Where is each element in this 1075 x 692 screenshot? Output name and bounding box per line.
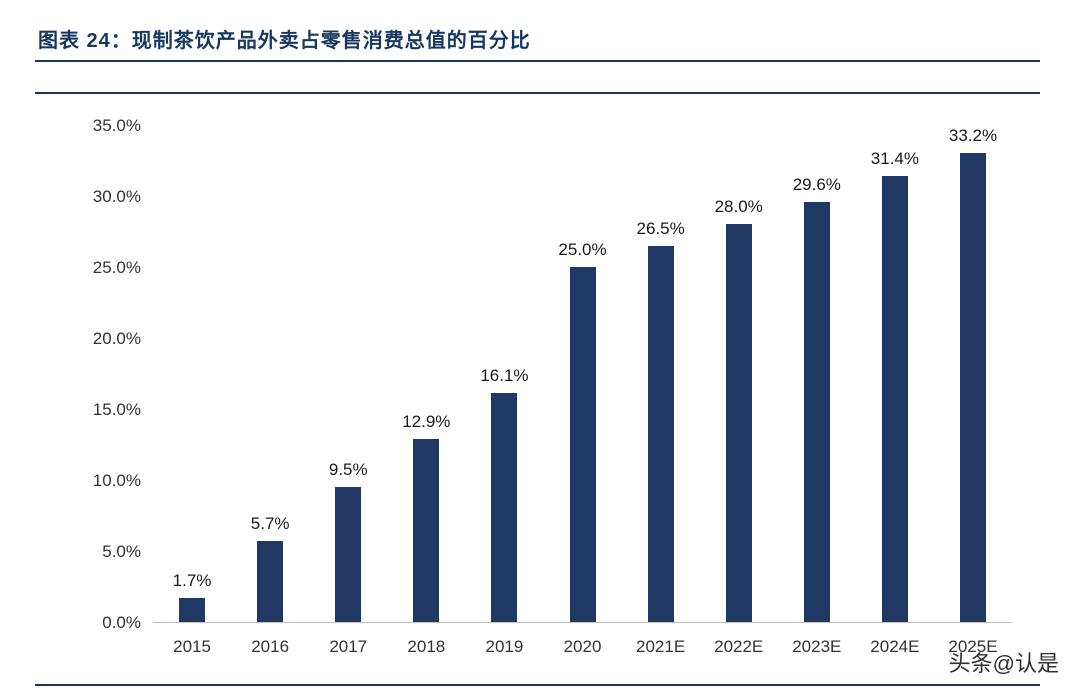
y-tick-label: 35.0% bbox=[92, 116, 141, 135]
bar-group: 26.5% bbox=[622, 126, 700, 622]
x-axis-label: 2021E bbox=[636, 637, 686, 656]
bar-value-label: 33.2% bbox=[948, 126, 998, 145]
bar bbox=[179, 597, 206, 622]
x-axis-label: 2016 bbox=[251, 637, 290, 656]
x-axis-label: 2018 bbox=[407, 637, 446, 656]
bar-value-label: 25.0% bbox=[558, 240, 607, 259]
bar-chart: 0.0% 5.0% 10.0% 15.0% 20.0% 25.0% 30.0% 35.0% 1… bbox=[35, 116, 1040, 632]
x-axis: 2015 2016 2017 2018 2019 2020 2021E 2022E 2023E 2… bbox=[153, 637, 1012, 657]
x-axis-label: 2025E bbox=[948, 637, 998, 656]
bar bbox=[647, 245, 674, 622]
bar-group: 5.7% bbox=[231, 126, 309, 622]
bar-value-label: 9.5% bbox=[328, 460, 368, 480]
bar bbox=[569, 267, 596, 622]
bar-value-label: 5.7% bbox=[250, 514, 290, 534]
x-axis-label: 2017 bbox=[329, 637, 368, 656]
bar bbox=[257, 541, 284, 622]
title-divider bbox=[35, 60, 1040, 62]
y-tick-label: 10.0% bbox=[92, 471, 141, 490]
chart-title: 图表 24：现制茶饮产品外卖占零售消费总值的百分比 bbox=[38, 30, 531, 52]
watermark: 头条@认是 bbox=[948, 651, 1059, 676]
y-tick-label: 15.0% bbox=[92, 400, 141, 419]
bar bbox=[881, 176, 908, 622]
bar-value-label: 1.7% bbox=[172, 570, 212, 590]
bar-group: 9.5% bbox=[309, 126, 387, 622]
x-axis-label: 2022E bbox=[714, 637, 764, 656]
bar bbox=[803, 201, 830, 622]
bar bbox=[413, 438, 440, 622]
y-tick-label: 30.0% bbox=[92, 187, 141, 206]
bar bbox=[335, 487, 362, 622]
bar bbox=[725, 224, 752, 622]
bar-group: 25.0% bbox=[543, 126, 621, 622]
y-tick-label: 0.0% bbox=[102, 613, 141, 632]
bar bbox=[491, 393, 518, 622]
y-tick-label: 25.0% bbox=[92, 258, 141, 277]
x-axis-label: 2020 bbox=[563, 637, 602, 656]
plot-area: 1.7% 5.7% 9.5% 12.9% 16.1% 25.0% 26.5% 28.0% 29.… bbox=[153, 126, 1012, 623]
chart-frame: 0.0% 5.0% 10.0% 15.0% 20.0% 25.0% 30.0% 35.0% 1… bbox=[35, 92, 1040, 686]
x-axis-label: 2024E bbox=[870, 637, 920, 656]
x-axis-label: 2023E bbox=[792, 637, 842, 656]
bar-group: 1.7% bbox=[153, 126, 231, 622]
bar-value-label: 28.0% bbox=[714, 197, 763, 217]
x-axis-label: 2015 bbox=[173, 637, 211, 656]
bar-value-label: 29.6% bbox=[792, 174, 841, 194]
x-axis-label: 2019 bbox=[485, 637, 524, 656]
y-tick-label: 20.0% bbox=[92, 329, 141, 348]
bar-value-label: 12.9% bbox=[402, 411, 451, 431]
y-tick-label: 5.0% bbox=[102, 542, 141, 561]
bar-group: 12.9% bbox=[387, 126, 465, 622]
bar-group: 33.2% bbox=[934, 126, 1012, 622]
y-axis: 0.0% 5.0% 10.0% 15.0% 20.0% 25.0% 30.0% 35.0% bbox=[35, 116, 141, 632]
bar-group: 31.4% bbox=[856, 126, 934, 622]
bar-group: 16.1% bbox=[465, 126, 543, 622]
bar-value-label: 31.4% bbox=[870, 149, 919, 169]
bar-value-label: 16.1% bbox=[480, 366, 529, 386]
bar bbox=[959, 153, 986, 622]
bar-group: 28.0% bbox=[700, 126, 778, 622]
bar-group: 29.6% bbox=[778, 126, 856, 622]
bar-value-label: 26.5% bbox=[636, 218, 685, 238]
